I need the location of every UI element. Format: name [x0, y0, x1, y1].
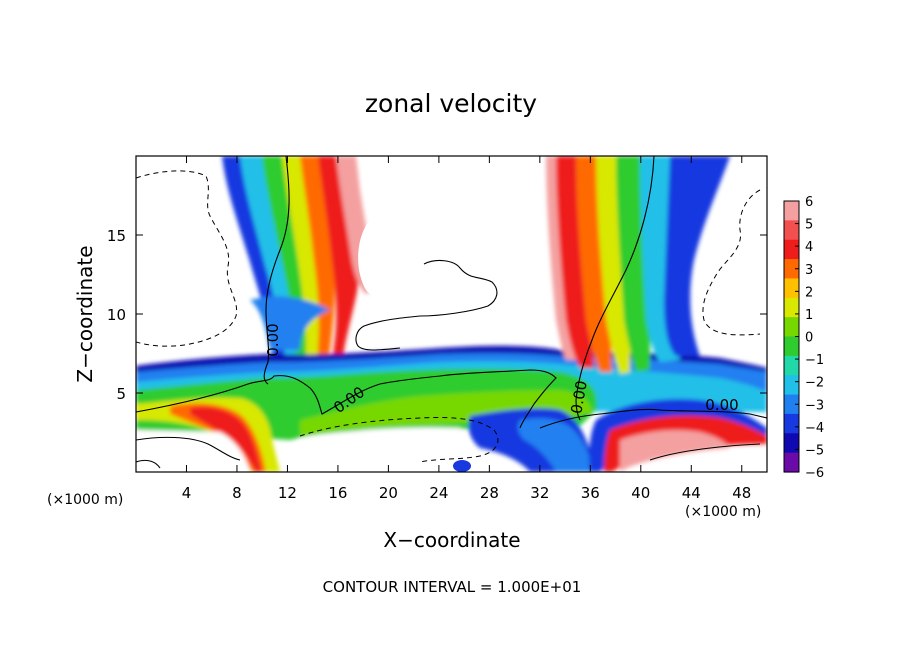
- colorbar-swatch: [784, 413, 799, 434]
- colorbar-label: 0: [805, 331, 813, 346]
- x-tick-label: 44: [682, 484, 701, 502]
- x-tick-label: 16: [328, 484, 347, 502]
- colorbar-label: −4: [805, 421, 824, 436]
- colorbar-swatch: [784, 355, 799, 376]
- colorbar-label: −2: [805, 376, 824, 391]
- y-tick-label: 15: [107, 227, 126, 245]
- velocity-field: [136, 156, 767, 472]
- colorbar: 6 5 4 3 2 1 0 −1 −2 −3 −4 −5 −6: [783, 195, 824, 481]
- chart-title: zonal velocity: [365, 89, 537, 118]
- contour-interval-note: CONTOUR INTERVAL = 1.000E+01: [323, 578, 582, 596]
- x-unit-right: (×1000 m): [685, 504, 761, 520]
- x-unit-left: (×1000 m): [47, 492, 123, 508]
- colorbar-swatch: [784, 259, 799, 280]
- colorbar-swatch: [784, 336, 799, 357]
- colorbar-label: −3: [805, 398, 824, 413]
- y-tick-label: 10: [107, 306, 126, 324]
- x-tick-label: 32: [530, 484, 549, 502]
- x-tick-label: 20: [379, 484, 398, 502]
- colorbar-label: 2: [805, 285, 813, 300]
- colorbar-swatch: [784, 220, 799, 241]
- colorbar-swatch: [784, 375, 799, 396]
- x-tick-label: 28: [480, 484, 499, 502]
- y-tick-label: 5: [116, 385, 126, 403]
- colorbar-label: 5: [805, 218, 813, 233]
- colorbar-label: 3: [805, 263, 813, 278]
- contour-label-4: 0.00: [705, 396, 738, 414]
- colorbar-label: −5: [805, 443, 824, 458]
- y-axis-title: Z−coordinate: [73, 245, 97, 382]
- colorbar-label: 6: [805, 195, 813, 210]
- x-tick-label: 48: [732, 484, 751, 502]
- colorbar-swatch: [784, 201, 799, 221]
- x-tick-label: 36: [581, 484, 600, 502]
- x-tick-label: 4: [182, 484, 192, 502]
- contour-label-3: 0.00: [567, 379, 591, 415]
- colorbar-swatch: [784, 433, 799, 454]
- colorbar-label: −6: [805, 466, 824, 481]
- colorbar-swatch: [784, 239, 799, 260]
- colorbar-swatch: [784, 452, 799, 473]
- colorbar-swatch: [784, 394, 799, 415]
- colorbar-swatch: [784, 297, 799, 318]
- x-tick-label: 24: [429, 484, 448, 502]
- x-tick-label: 40: [631, 484, 650, 502]
- colorbar-label: 1: [805, 308, 813, 323]
- contour-label-1: 0.00: [264, 323, 282, 356]
- colorbar-label: −1: [805, 353, 824, 368]
- x-tick-label: 8: [232, 484, 242, 502]
- x-tick-label: 12: [278, 484, 297, 502]
- x-axis-title: X−coordinate: [383, 528, 520, 552]
- colorbar-swatch: [784, 317, 799, 338]
- colorbar-label: 4: [805, 240, 813, 255]
- colorbar-swatch: [784, 278, 799, 299]
